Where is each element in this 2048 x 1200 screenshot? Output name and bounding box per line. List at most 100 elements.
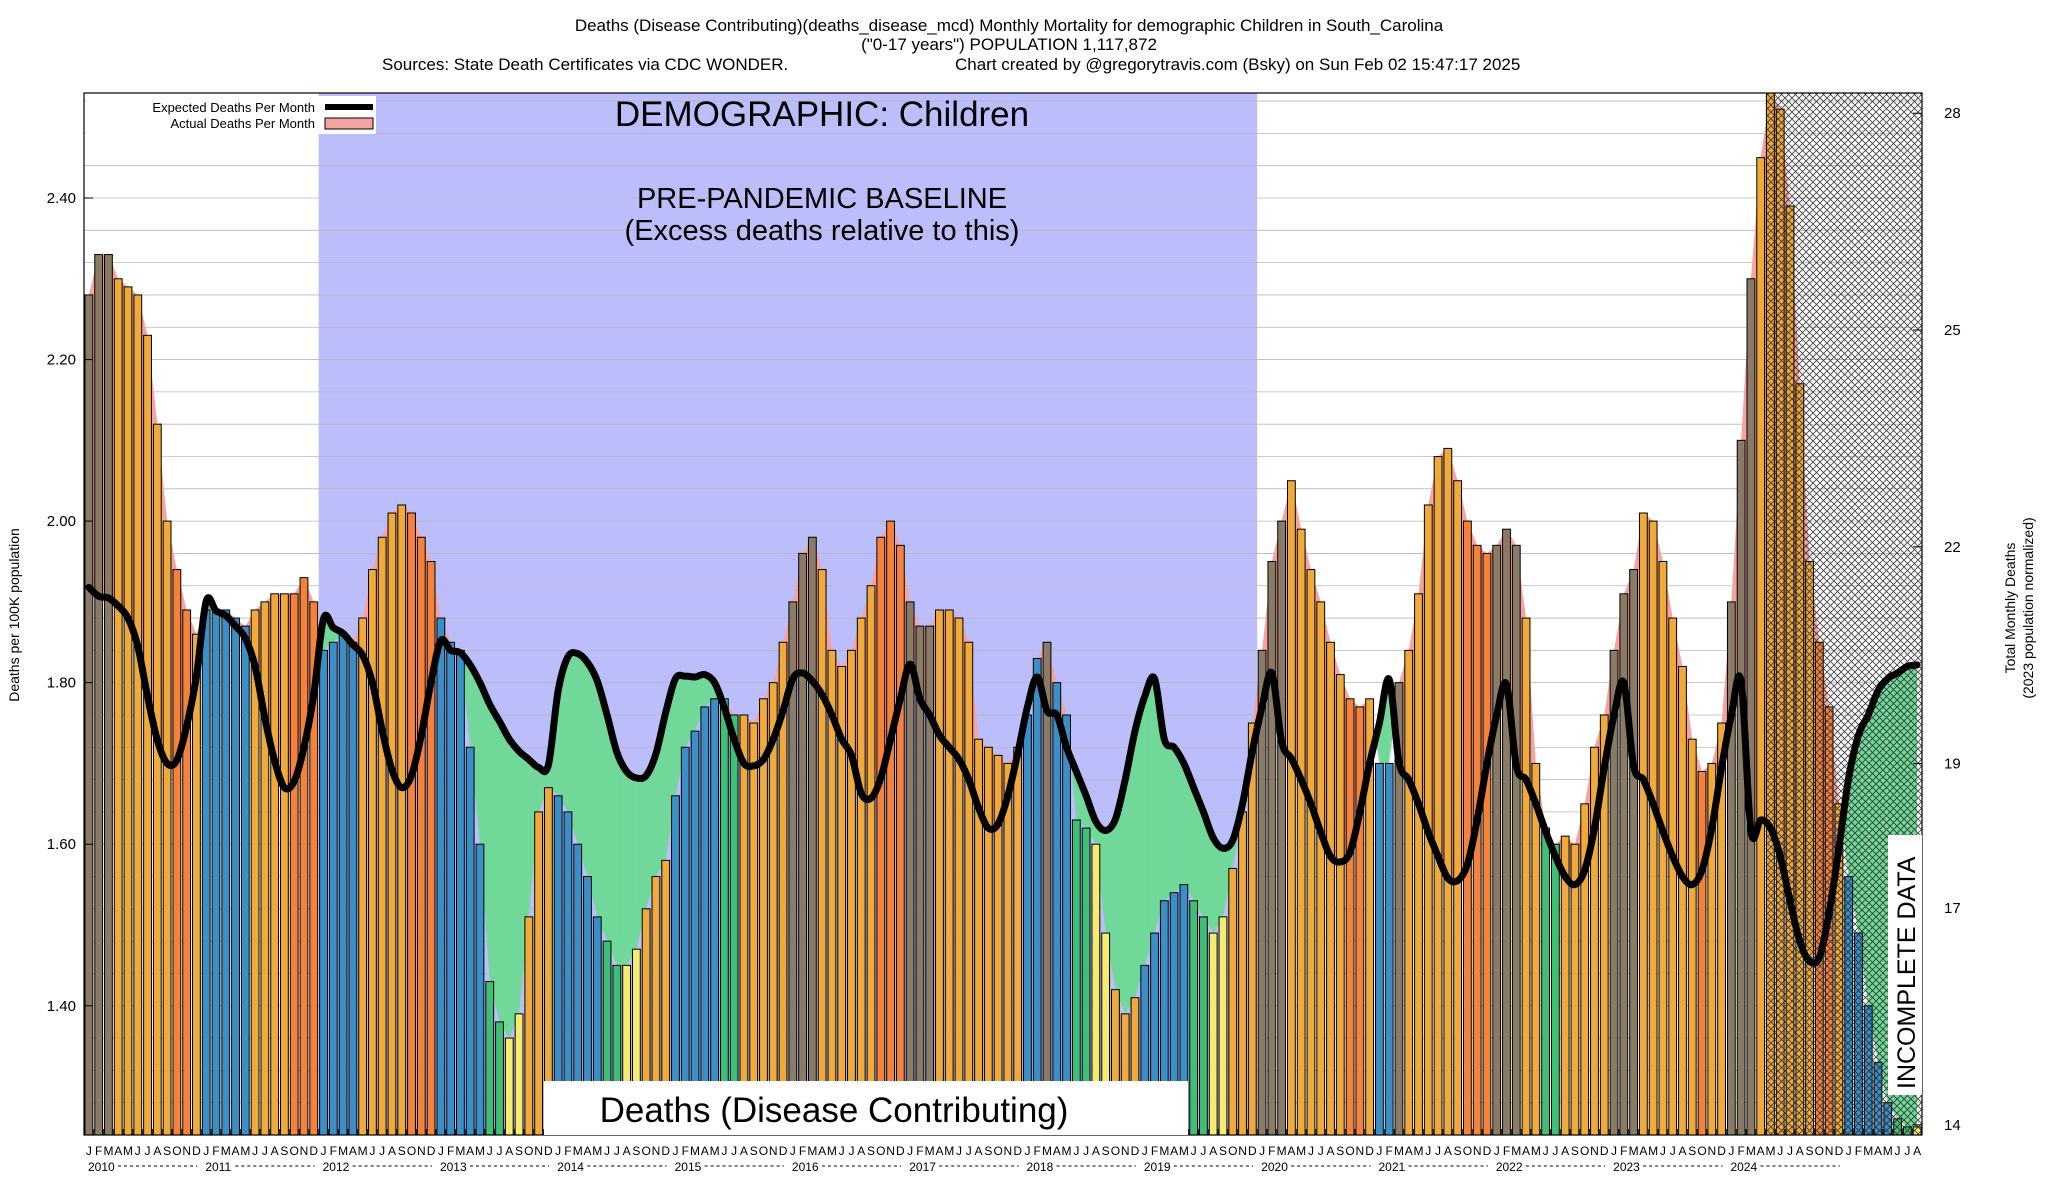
bar	[524, 916, 534, 1136]
x-month-label: M	[1179, 1144, 1189, 1158]
y-tick-label: 1.40	[47, 998, 76, 1015]
x-month-label: D	[1248, 1144, 1257, 1158]
x-month-label: M	[1414, 1144, 1424, 1158]
x-month-label: J	[369, 1144, 375, 1158]
x-month-label: A	[1522, 1144, 1530, 1158]
bar	[534, 811, 544, 1136]
bar	[1678, 666, 1687, 1136]
x-month-label: M	[807, 1144, 817, 1158]
x-month-label: A	[935, 1144, 943, 1158]
bar	[387, 512, 397, 1136]
x-month-label: M	[455, 1144, 465, 1158]
bar	[1550, 843, 1560, 1136]
x-month-label: F	[1855, 1144, 1862, 1158]
bar	[1374, 762, 1384, 1136]
x-month-label: J	[497, 1144, 503, 1158]
x-month-label: N	[1825, 1144, 1834, 1158]
bar	[475, 843, 485, 1136]
x-month-label: S	[280, 1144, 288, 1158]
bar	[1687, 738, 1697, 1136]
x-month-label: A	[701, 1144, 709, 1158]
bar	[455, 649, 465, 1136]
bar	[84, 294, 94, 1136]
fill-segment	[675, 676, 686, 796]
fill-segment	[1164, 739, 1175, 901]
x-year-label: 2016	[792, 1160, 819, 1174]
x-month-label: M	[1531, 1144, 1541, 1158]
metric-label-box	[544, 1081, 1188, 1135]
x-month-label: N	[1590, 1144, 1599, 1158]
x-month-label: J	[1787, 1144, 1793, 1158]
chart-title: Deaths (Disease Contributing)(deaths_dis…	[575, 16, 1444, 35]
x-month-label: M	[1042, 1144, 1052, 1158]
x-month-label: J	[1543, 1144, 1549, 1158]
x-year-label: 2017	[909, 1160, 936, 1174]
x-year-label: 2024	[1730, 1160, 1757, 1174]
fill-segment	[489, 704, 500, 1022]
x-month-label: F	[447, 1144, 454, 1158]
x-month-label: S	[1102, 1144, 1110, 1158]
bar	[377, 536, 387, 1136]
x-month-label: S	[750, 1144, 758, 1158]
x-month-label: J	[614, 1144, 620, 1158]
bar	[1482, 552, 1492, 1136]
y-tick-label: 2.20	[47, 352, 76, 369]
legend-label-actual: Actual Deaths Per Month	[170, 116, 315, 131]
x-year-label: 2019	[1144, 1160, 1171, 1174]
x-month-label: M	[1511, 1144, 1521, 1158]
x-month-label: N	[1004, 1144, 1013, 1158]
bar	[1013, 746, 1023, 1136]
bar	[172, 569, 182, 1136]
x-month-label: N	[1356, 1144, 1365, 1158]
x-month-label: F	[330, 1144, 337, 1158]
x-month-label: J	[907, 1144, 913, 1158]
incomplete-label-group: INCOMPLETE DATA	[1888, 835, 1922, 1095]
chart-subtitle: ("0-17 years") POPULATION 1,117,872	[861, 35, 1157, 54]
x-month-label: J	[321, 1144, 327, 1158]
x-month-label: J	[604, 1144, 610, 1158]
x-month-label: S	[163, 1144, 171, 1158]
bar	[426, 560, 436, 1136]
bar	[1756, 157, 1766, 1136]
y-tick-label: 2.40	[47, 190, 76, 207]
bar	[1023, 714, 1032, 1136]
bar	[680, 746, 690, 1136]
baseline-sublabel: (Excess deaths relative to this)	[625, 215, 1020, 247]
bar	[983, 746, 993, 1136]
x-month-label: A	[1405, 1144, 1413, 1158]
bar	[94, 254, 104, 1136]
fill-segment	[538, 765, 549, 812]
x-month-label: M	[358, 1144, 368, 1158]
bar	[182, 609, 192, 1136]
x-month-label: M	[338, 1144, 348, 1158]
bar	[886, 520, 895, 1136]
bar	[739, 714, 749, 1136]
bar	[1003, 762, 1013, 1136]
x-month-label: A	[232, 1144, 240, 1158]
bar	[1541, 827, 1551, 1136]
x-month-label: O	[759, 1144, 768, 1158]
fill-segment	[636, 775, 647, 950]
bar	[299, 577, 309, 1136]
incomplete-label-box	[1888, 835, 1922, 1095]
x-month-label: M	[1863, 1144, 1873, 1158]
y2-tick-label: 25	[1944, 322, 1961, 339]
x-month-label: M	[710, 1144, 720, 1158]
x-month-label: J	[1142, 1144, 1148, 1158]
x-month-label: M	[1394, 1144, 1404, 1158]
bar	[280, 593, 289, 1136]
x-year-label: 2023	[1613, 1160, 1640, 1174]
bar	[1638, 512, 1648, 1136]
fill-segment	[1183, 763, 1194, 901]
x-month-label: F	[1620, 1144, 1627, 1158]
x-month-label: D	[309, 1144, 318, 1158]
x-month-label: J	[1200, 1144, 1206, 1158]
bar	[1648, 520, 1658, 1136]
x-month-label: O	[993, 1144, 1002, 1158]
x-month-label: F	[564, 1144, 571, 1158]
x-year-label: 2014	[557, 1160, 584, 1174]
x-month-label: A	[1561, 1144, 1569, 1158]
x-month-label: O	[524, 1144, 533, 1158]
x-year-label: 2022	[1496, 1160, 1523, 1174]
x-month-label: J	[1376, 1144, 1382, 1158]
